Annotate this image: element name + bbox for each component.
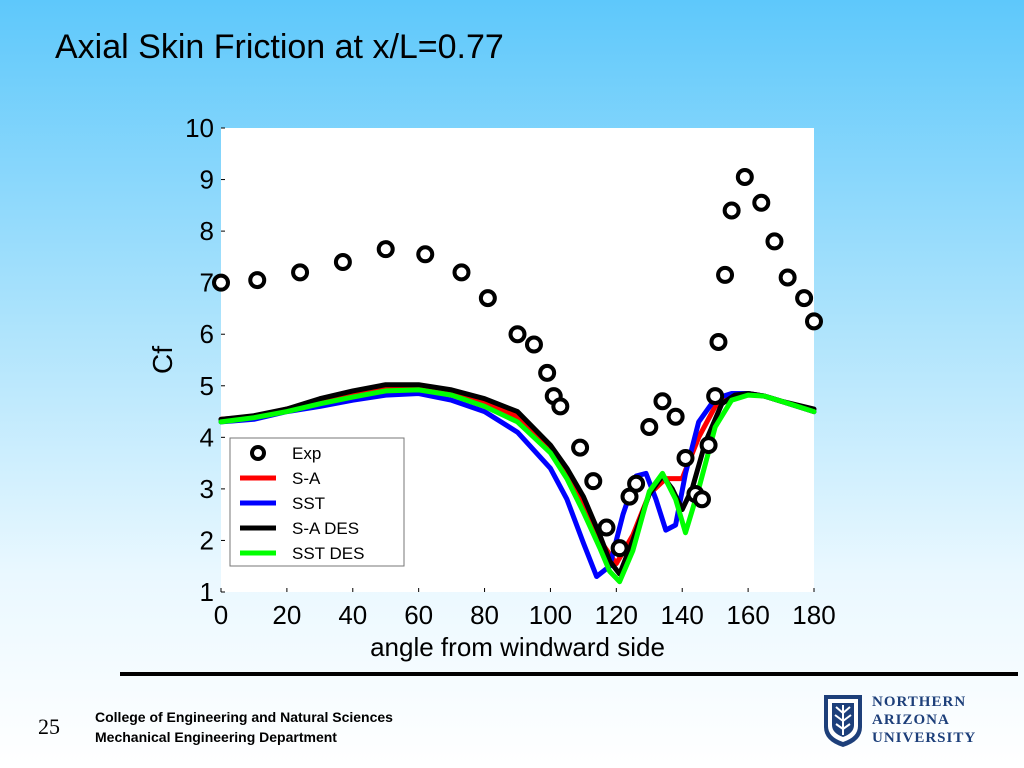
data-point-exp	[706, 387, 725, 406]
legend-label-s-a-des: S-A DES	[292, 519, 359, 538]
university-logo-icon	[824, 695, 862, 747]
logo-text-line1: NORTHERN	[872, 694, 967, 710]
data-point-exp	[416, 245, 435, 264]
x-tick-label: 140	[661, 600, 704, 630]
legend: Exp S-A SST S-A DES SST DES	[229, 437, 405, 567]
x-tick-label: 120	[595, 600, 638, 630]
x-tick-label: 0	[214, 600, 228, 630]
data-point-exp	[610, 539, 629, 558]
page-number: 25	[38, 714, 60, 739]
legend-label-s-a: S-A	[292, 469, 321, 488]
legend-label-sst-des: SST DES	[292, 544, 364, 563]
legend-marker-exp	[250, 445, 266, 461]
data-point-exp	[508, 325, 527, 344]
y-tick-label: 6	[200, 319, 214, 349]
y-tick-label: 8	[200, 216, 214, 246]
y-tick-label: 1	[200, 577, 214, 607]
data-point-exp	[524, 335, 543, 354]
y-tick-label: 7	[200, 268, 214, 298]
series-line-sst-des	[218, 387, 817, 585]
data-point-exp	[212, 273, 230, 292]
data-point-exp	[584, 472, 603, 491]
x-tick-label: 100	[529, 600, 572, 630]
y-tick-label: 9	[200, 165, 214, 195]
data-point-exp	[333, 253, 352, 272]
data-point-exp	[376, 240, 395, 259]
y-axis-label: Cf	[147, 346, 178, 374]
data-point-exp	[551, 397, 570, 416]
data-point-exp	[778, 268, 797, 287]
y-tick-label: 3	[200, 474, 214, 504]
data-point-exp	[752, 193, 771, 212]
x-tick-label: 180	[792, 600, 835, 630]
data-point-exp	[571, 438, 590, 457]
x-tick-label: 160	[726, 600, 769, 630]
legend-label-sst: SST	[292, 494, 325, 513]
x-tick-label: 60	[404, 600, 433, 630]
data-point-exp	[795, 289, 814, 308]
series-line-s-a-des	[218, 382, 817, 577]
data-point-exp	[653, 392, 672, 411]
data-point-exp	[248, 271, 267, 290]
y-tick-label: 10	[185, 113, 214, 143]
data-point-exp	[291, 263, 310, 282]
footer-department: Mechanical Engineering Department	[95, 729, 337, 745]
y-tick-label: 4	[200, 422, 214, 452]
x-tick-label: 80	[470, 600, 499, 630]
data-point-exp	[666, 407, 685, 426]
data-point-exp	[709, 332, 728, 351]
data-point-exp	[478, 289, 497, 308]
slide-title: Axial Skin Friction at x/L=0.77	[55, 28, 504, 66]
x-axis-label: angle from windward side	[370, 632, 665, 662]
y-tick-label: 2	[200, 525, 214, 555]
footer-college: College of Engineering and Natural Scien…	[95, 709, 393, 725]
data-point-exp	[640, 418, 659, 437]
legend-label-exp: Exp	[292, 444, 321, 463]
data-point-exp	[627, 474, 646, 493]
data-point-exp	[452, 263, 471, 282]
divider-rule	[120, 672, 1018, 676]
x-tick-label: 40	[338, 600, 367, 630]
data-point-exp	[805, 312, 823, 331]
data-point-exp	[722, 201, 741, 220]
data-point-exp	[676, 448, 695, 467]
y-tick-label: 5	[200, 371, 214, 401]
data-point-exp	[692, 490, 711, 509]
x-tick-label: 20	[272, 600, 301, 630]
data-point-exp	[597, 518, 616, 537]
logo-text-line3: UNIVERSITY	[872, 730, 977, 746]
logo-text-line2: ARIZONA	[872, 712, 950, 728]
data-point-exp	[716, 265, 735, 284]
data-point-exp	[538, 363, 557, 382]
data-point-exp	[735, 167, 754, 186]
data-point-exp	[765, 232, 784, 251]
data-point-exp	[699, 436, 718, 455]
